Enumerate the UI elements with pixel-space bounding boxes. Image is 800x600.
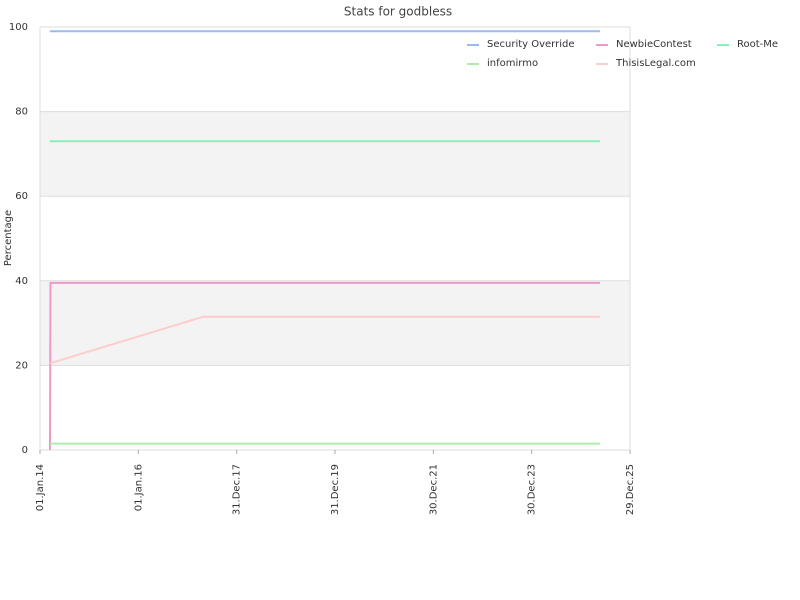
- grid-band: [40, 280, 630, 366]
- legend-label: NewbieContest: [616, 39, 692, 50]
- x-tick-label: 01.Jan.16: [133, 464, 144, 511]
- y-axis-label: Percentage: [3, 210, 14, 266]
- legend-label: ThisisLegal.com: [615, 58, 696, 69]
- y-tick-label: 100: [9, 22, 28, 33]
- line: [48, 281, 600, 451]
- x-tick-label: 30.Dec.23: [527, 464, 538, 515]
- chart-title: Stats for godbless: [344, 5, 452, 19]
- grid-band: [40, 111, 630, 197]
- x-tick-label: 31.Dec.19: [330, 464, 341, 515]
- legend-label: Security Override: [487, 39, 575, 50]
- y-tick-label: 60: [15, 191, 28, 202]
- y-tick-label: 40: [15, 276, 28, 287]
- x-tick-label: 31.Dec.17: [232, 464, 243, 515]
- legend-label: infomirmo: [487, 58, 538, 69]
- y-tick-label: 0: [22, 445, 28, 456]
- y-tick-label: 20: [15, 360, 28, 371]
- x-tick-label: 30.Dec.21: [428, 464, 439, 515]
- x-tick-label: 29.Dec.25: [625, 464, 636, 515]
- line: [49, 315, 600, 365]
- legend-label: Root-Me: [737, 39, 778, 50]
- y-tick-label: 80: [15, 107, 28, 118]
- x-tick-label: 01.Jan.14: [35, 464, 46, 511]
